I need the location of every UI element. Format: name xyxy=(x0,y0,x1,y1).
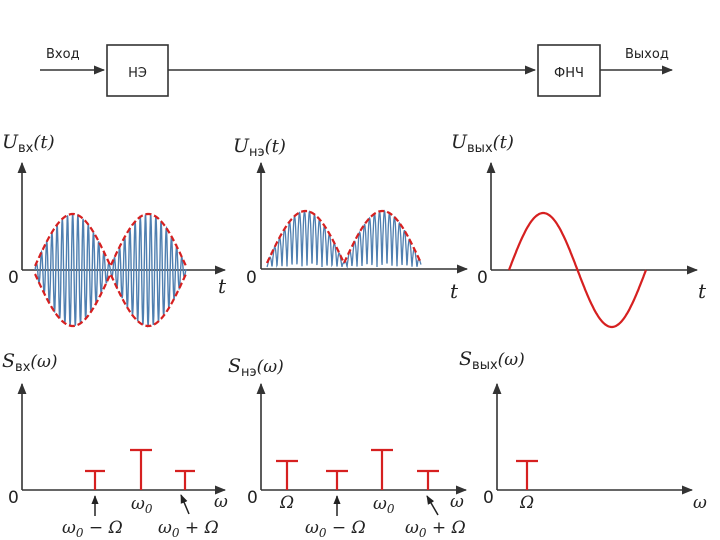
nonlinear-spectrum-title: Sнэ(ω) xyxy=(228,355,284,380)
spectral-line-lower xyxy=(326,469,348,490)
input-signal-title: Uвх(t) xyxy=(2,131,55,156)
spectral-line-omega xyxy=(276,459,298,490)
spectrum-nonlinear: Sнэ(ω) 0 ω Ω ω0 ω0 − Ω ω0 + Ω xyxy=(228,355,468,540)
input-lower-label: ω0 − Ω xyxy=(62,518,123,540)
output-omega-label: Ω xyxy=(519,493,534,513)
nonlinear-spectrum-w-label: ω xyxy=(450,492,464,512)
nonlinear-upper-pointer xyxy=(426,495,439,516)
nonlinear-envelope xyxy=(265,209,423,266)
spectrum-output: Sвых(ω) 0 ω Ω xyxy=(459,348,707,513)
spectrum-input: Sвх(ω) 0 ω ω0 ω0 − Ω ω0 + Ω xyxy=(2,350,228,540)
input-spectrum-zero: 0 xyxy=(8,488,19,508)
time-plot-output: Uвых(t) 0 t xyxy=(451,131,707,329)
nonlinear-signal-title: Uнэ(t) xyxy=(233,135,286,160)
input-omega0-label: ω0 xyxy=(131,494,153,516)
lowpass-filter-label: ФНЧ xyxy=(554,66,584,81)
output-signal-title: Uвых(t) xyxy=(451,131,514,156)
nonlinear-t-label: t xyxy=(450,279,459,303)
output-zero-label: 0 xyxy=(477,268,488,288)
spectral-line-carrier xyxy=(130,448,152,490)
input-t-label: t xyxy=(218,274,227,298)
nonlinear-spectrum-zero: 0 xyxy=(247,488,258,508)
input-zero-label: 0 xyxy=(8,268,19,288)
time-plot-input: Uвх(t) 0 t xyxy=(2,131,227,328)
output-t-label: t xyxy=(698,279,707,303)
nonlinear-zero-label: 0 xyxy=(246,268,257,288)
nonlinear-omega-label: Ω xyxy=(279,493,294,513)
time-plot-nonlinear: Uнэ(t) 0 t xyxy=(233,135,469,303)
input-carrier-wave xyxy=(34,213,187,328)
nonlinear-upper-label: ω0 + Ω xyxy=(405,518,466,540)
input-spectrum-w-label: ω xyxy=(214,492,228,512)
nonlinear-pulses xyxy=(266,209,422,269)
input-upper-pointer xyxy=(180,494,190,515)
output-spectrum-zero: 0 xyxy=(483,488,494,508)
nonlinear-element-label: НЭ xyxy=(128,66,147,81)
block-diagram: Вход НЭ ФНЧ Выход xyxy=(40,44,674,97)
nonlinear-lower-label: ω0 − Ω xyxy=(305,518,366,540)
output-sine-wave xyxy=(507,211,648,329)
input-spectrum-title: Sвх(ω) xyxy=(2,350,58,375)
output-label: Выход xyxy=(625,47,669,62)
spectral-line-upper xyxy=(417,469,439,490)
output-spectrum-w-label: ω xyxy=(693,493,707,513)
spectral-line-lower xyxy=(85,469,105,490)
input-label: Вход xyxy=(46,47,80,62)
spectral-line-omega xyxy=(516,459,538,490)
input-upper-label: ω0 + Ω xyxy=(158,518,219,540)
spectral-line-carrier xyxy=(371,448,393,490)
spectral-line-upper xyxy=(175,469,195,490)
output-spectrum-title: Sвых(ω) xyxy=(459,348,525,373)
nonlinear-omega0-label: ω0 xyxy=(373,494,395,516)
